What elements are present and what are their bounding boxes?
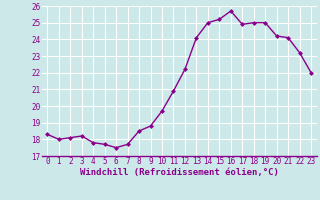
X-axis label: Windchill (Refroidissement éolien,°C): Windchill (Refroidissement éolien,°C) xyxy=(80,168,279,177)
